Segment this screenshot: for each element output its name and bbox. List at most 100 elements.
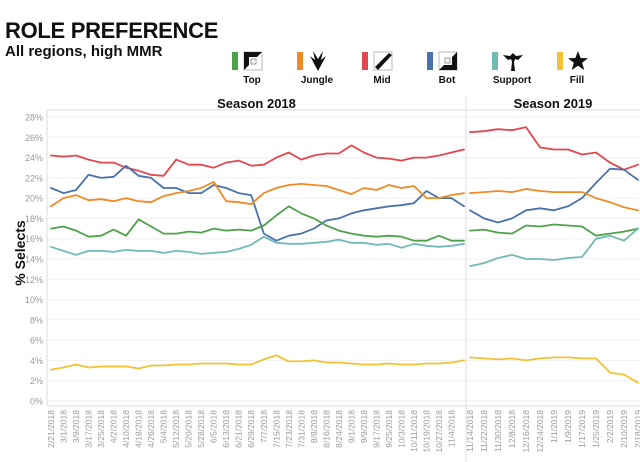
y-tick-label: 0% [30, 397, 43, 407]
series-line-fill-season-2018 [50, 354, 465, 371]
x-tick-label: 5/4/2018 [159, 410, 169, 443]
series-line-support-season-2018 [50, 235, 465, 256]
legend-item-fill: Fill [555, 50, 615, 90]
legend-swatch-fill [557, 52, 563, 70]
x-tick-label: 7/23/2018 [284, 410, 294, 448]
x-tick-label: 9/9/2018 [359, 410, 369, 443]
legend-label-fill: Fill [569, 75, 585, 86]
x-tick-label: 8/16/2018 [321, 410, 331, 448]
legend-item-top: Top [230, 50, 290, 90]
x-tick-label: 4/26/2018 [146, 410, 156, 448]
y-tick-label: 10% [25, 295, 43, 305]
legend-label-support: Support [492, 75, 532, 86]
x-tick-label: 1/9/2019 [563, 410, 573, 443]
y-tick-label: 8% [30, 315, 43, 325]
panel-title-season-2018: Season 2018 [217, 96, 296, 111]
series-line-mid-season-2019 [469, 126, 639, 171]
x-tick-label: 7/7/2018 [259, 410, 269, 443]
legend-swatch-jungle [297, 52, 303, 70]
x-tick-label: 5/12/2018 [171, 410, 181, 448]
x-tick-label: 3/17/2018 [84, 410, 94, 448]
chart-subtitle: All regions, high MMR [5, 43, 163, 60]
x-tick-label: 1/25/2019 [591, 410, 601, 448]
mid-lane-icon [373, 51, 393, 71]
x-tick-label: 1/17/2019 [577, 410, 587, 448]
x-tick-label: 10/3/2018 [396, 410, 406, 448]
x-tick-label: 12/24/2018 [535, 410, 545, 453]
x-tick-label: 8/24/2018 [334, 410, 344, 448]
legend-item-support: Support [490, 50, 550, 90]
x-tick-label: 2/18/2019 [633, 410, 640, 448]
x-tick-label: 8/8/2018 [309, 410, 319, 443]
series-line-top-season-2018 [50, 205, 465, 242]
legend-swatch-top [232, 52, 238, 70]
y-tick-label: 18% [25, 214, 43, 224]
x-tick-label: 3/25/2018 [96, 410, 106, 448]
y-tick-label: 26% [25, 133, 43, 143]
x-tick-label: 11/4/2018 [446, 410, 456, 447]
x-tick-label: 2/21/2018 [46, 410, 56, 448]
y-tick-label: 4% [30, 356, 43, 366]
series-line-jungle-season-2018 [50, 180, 465, 208]
x-tick-label: 4/10/2018 [121, 410, 131, 448]
legend-swatch-bot [427, 52, 433, 70]
y-tick-label: 28% [25, 113, 43, 123]
series-line-jungle-season-2019 [469, 188, 639, 212]
legend-item-bot: Bot [425, 50, 485, 90]
x-tick-label: 9/1/2018 [346, 410, 356, 443]
x-tick-label: 2/10/2019 [619, 410, 629, 448]
y-tick-label: 24% [25, 153, 43, 163]
y-tick-label: 20% [25, 194, 43, 204]
legend-item-jungle: Jungle [295, 50, 355, 90]
x-tick-label: 4/18/2018 [134, 410, 144, 448]
x-tick-label: 7/15/2018 [271, 410, 281, 448]
series-line-mid-season-2018 [50, 144, 465, 177]
x-tick-label: 3/9/2018 [71, 410, 81, 443]
x-tick-label: 4/2/2018 [109, 410, 119, 443]
x-tick-label: 6/29/2018 [246, 410, 256, 448]
y-tick-label: 12% [25, 275, 43, 285]
chart-title: ROLE PREFERENCE [5, 18, 219, 43]
jungle-icon [310, 51, 326, 71]
legend-label-mid: Mid [373, 75, 391, 86]
x-tick-label: 9/25/2018 [384, 410, 394, 448]
x-tick-label: 11/30/2018 [493, 410, 503, 452]
x-tick-label: 11/22/2018 [479, 410, 489, 452]
y-tick-label: 2% [30, 376, 43, 386]
panel-title-season-2019: Season 2019 [513, 96, 593, 111]
x-tick-label: 10/19/2018 [421, 410, 431, 453]
x-tick-label: 3/1/2018 [59, 410, 69, 443]
legend: Top Jungle Mid Bot Support [230, 50, 640, 90]
series-line-support-season-2019 [469, 227, 639, 268]
star-icon [568, 51, 588, 70]
series-line-bot-season-2019 [469, 167, 639, 224]
legend-label-top: Top [243, 75, 261, 86]
legend-swatch-mid [362, 52, 368, 70]
x-tick-label: 6/5/2018 [209, 410, 219, 443]
y-tick-label: 6% [30, 336, 43, 346]
series-line-bot-season-2018 [50, 164, 465, 242]
top-lane-icon [243, 51, 263, 71]
series-line-top-season-2019 [469, 223, 639, 237]
x-tick-label: 7/31/2018 [296, 410, 306, 448]
x-tick-label: 6/21/2018 [234, 410, 244, 448]
support-icon [503, 53, 523, 71]
x-tick-label: 12/8/2018 [507, 410, 517, 448]
legend-label-bot: Bot [438, 75, 456, 86]
x-tick-label: 9/17/2018 [371, 410, 381, 448]
bot-lane-icon [438, 51, 458, 71]
x-tick-label: 5/20/2018 [184, 410, 194, 448]
series-line-fill-season-2019 [469, 356, 639, 384]
x-tick-label: 11/14/2018 [465, 410, 475, 452]
x-tick-label: 10/11/2018 [409, 410, 419, 452]
y-tick-label: 14% [25, 255, 43, 265]
legend-swatch-support [492, 52, 498, 70]
y-tick-label: 22% [25, 173, 43, 183]
x-tick-label: 2/2/2019 [605, 410, 615, 443]
x-tick-label: 5/28/2018 [196, 410, 206, 448]
legend-label-jungle: Jungle [300, 75, 334, 86]
x-tick-label: 10/27/2018 [434, 410, 444, 453]
y-tick-label: 16% [25, 234, 43, 244]
x-tick-label: 1/1/2019 [549, 410, 559, 443]
